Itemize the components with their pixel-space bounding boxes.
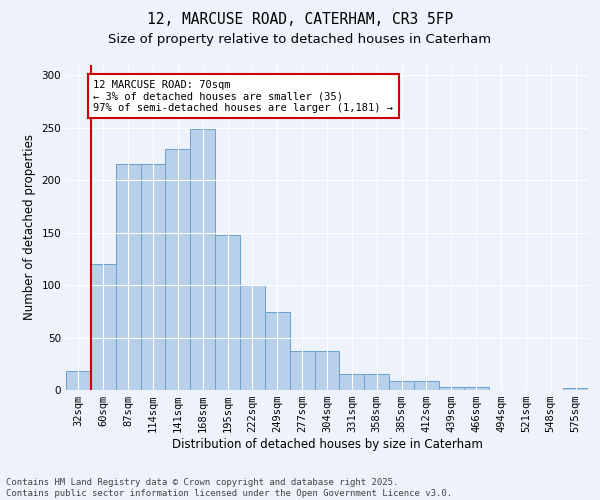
Bar xyxy=(166,149,190,390)
Bar xyxy=(190,129,215,390)
Bar xyxy=(364,374,389,390)
Bar xyxy=(389,380,414,390)
Bar xyxy=(240,285,265,390)
Bar xyxy=(66,371,91,390)
Bar xyxy=(464,387,488,390)
Bar xyxy=(116,164,140,390)
Text: 12, MARCUSE ROAD, CATERHAM, CR3 5FP: 12, MARCUSE ROAD, CATERHAM, CR3 5FP xyxy=(147,12,453,28)
Bar xyxy=(91,264,116,390)
Text: 12 MARCUSE ROAD: 70sqm
← 3% of detached houses are smaller (35)
97% of semi-deta: 12 MARCUSE ROAD: 70sqm ← 3% of detached … xyxy=(94,80,394,113)
X-axis label: Distribution of detached houses by size in Caterham: Distribution of detached houses by size … xyxy=(172,438,482,451)
Bar xyxy=(140,164,166,390)
Bar xyxy=(563,388,588,390)
Bar xyxy=(340,374,364,390)
Bar xyxy=(314,351,340,390)
Bar xyxy=(290,351,314,390)
Text: Size of property relative to detached houses in Caterham: Size of property relative to detached ho… xyxy=(109,32,491,46)
Bar xyxy=(265,312,290,390)
Bar xyxy=(414,380,439,390)
Bar xyxy=(215,235,240,390)
Bar xyxy=(439,387,464,390)
Y-axis label: Number of detached properties: Number of detached properties xyxy=(23,134,36,320)
Text: Contains HM Land Registry data © Crown copyright and database right 2025.
Contai: Contains HM Land Registry data © Crown c… xyxy=(6,478,452,498)
